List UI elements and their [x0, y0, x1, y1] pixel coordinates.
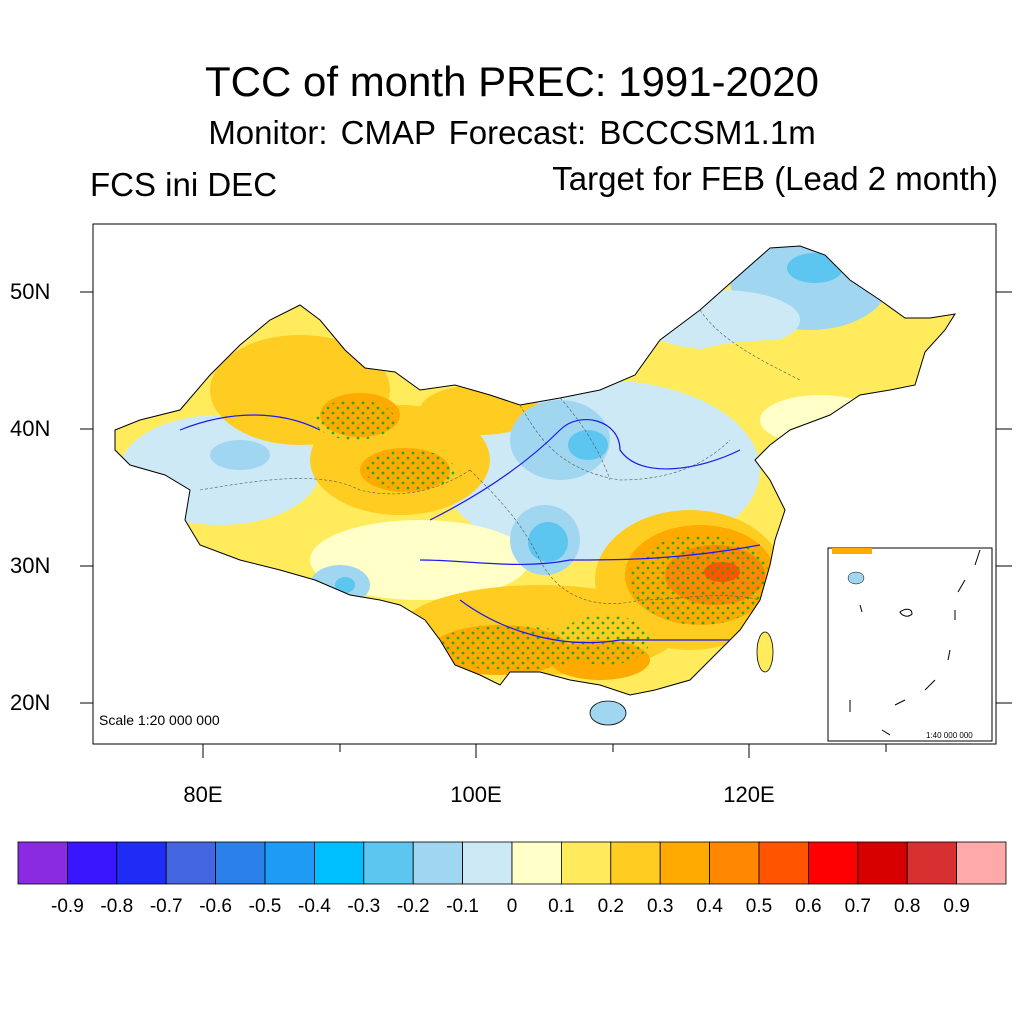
colorbar-tick-label: -0.3: [347, 896, 381, 917]
colorbar-swatch: [313, 841, 365, 885]
colorbar-swatch: [412, 841, 464, 885]
colorbar-tick-label: 0.5: [745, 896, 773, 917]
province-boundaries: [199, 309, 801, 604]
colorbar-swatch: [956, 841, 1007, 885]
lon-label-120e: 120E: [723, 782, 775, 807]
colorbar-tick-label: 0.7: [844, 896, 872, 917]
colorbar-swatch: [264, 841, 315, 885]
colorbar-swatch: [462, 841, 513, 885]
lon-label-100e: 100E: [450, 782, 502, 807]
colorbar-swatch: [511, 841, 562, 885]
colorbar-swatch: [67, 841, 118, 885]
chart-subtitle: Monitor: CMAP Forecast: BCCCSM1.1m: [208, 114, 816, 151]
colorbar-tick-label: -0.8: [100, 896, 134, 917]
colorbar-tick-label: -0.7: [149, 896, 183, 917]
colorbar-tick-label: -0.5: [248, 896, 282, 917]
lon-label-80e: 80E: [183, 782, 223, 807]
lat-label-30n: 30N: [10, 553, 51, 578]
chart-title: TCC of month PREC: 1991-2020: [205, 58, 819, 105]
colorbar-tick-label: 0: [506, 896, 518, 917]
colorbar-tick-label: 0.2: [597, 896, 625, 917]
scale-text: Scale 1:20 000 000: [99, 712, 220, 728]
colorbar-tick-label: 0.8: [893, 896, 921, 917]
colorbar-swatch: [808, 841, 859, 885]
axis-ticks: [80, 291, 1012, 758]
colorbar-swatch: [758, 841, 809, 885]
colorbar-tick-label: 0.6: [795, 896, 822, 917]
colorbar-swatch: [659, 841, 711, 885]
colorbar-swatch: [561, 841, 612, 885]
lat-label-50n: 50N: [10, 279, 51, 304]
colorbar-swatch: [610, 841, 661, 885]
colorbar-swatch: [17, 841, 68, 885]
left-label: FCS ini DEC: [90, 166, 278, 203]
colorbar-tick-label: -0.9: [51, 896, 84, 917]
taiwan-island: [756, 631, 774, 673]
colorbar-tick-label: 0.9: [943, 896, 970, 917]
colorbar-tick-label: 0.4: [696, 896, 723, 917]
rivers: [179, 414, 761, 644]
hainan-island: [589, 700, 627, 726]
colorbar-tick-label: 0.1: [548, 896, 575, 917]
colorbar-tick-label: -0.4: [298, 896, 331, 917]
colorbar-tick-label: -0.6: [199, 896, 232, 917]
colorbar: [17, 841, 1007, 885]
colorbar-tick-label: -0.2: [396, 896, 430, 917]
colorbar-tick-label: 0.3: [646, 896, 674, 917]
inset-map: [827, 547, 993, 742]
colorbar-swatch: [363, 841, 414, 885]
inset-scale-text: 1:40 000 000: [926, 731, 973, 740]
colorbar-swatch: [215, 841, 266, 885]
right-label: Target for FEB (Lead 2 month): [552, 160, 998, 197]
colorbar-swatch: [709, 841, 760, 885]
lat-label-40n: 40N: [10, 416, 51, 441]
colorbar-swatch: [116, 841, 167, 885]
colorbar-tick-label: -0.1: [446, 896, 479, 917]
colorbar-swatch: [165, 841, 216, 885]
lat-label-20n: 20N: [10, 690, 51, 715]
colorbar-swatch: [906, 841, 958, 885]
colorbar-swatch: [857, 841, 908, 885]
